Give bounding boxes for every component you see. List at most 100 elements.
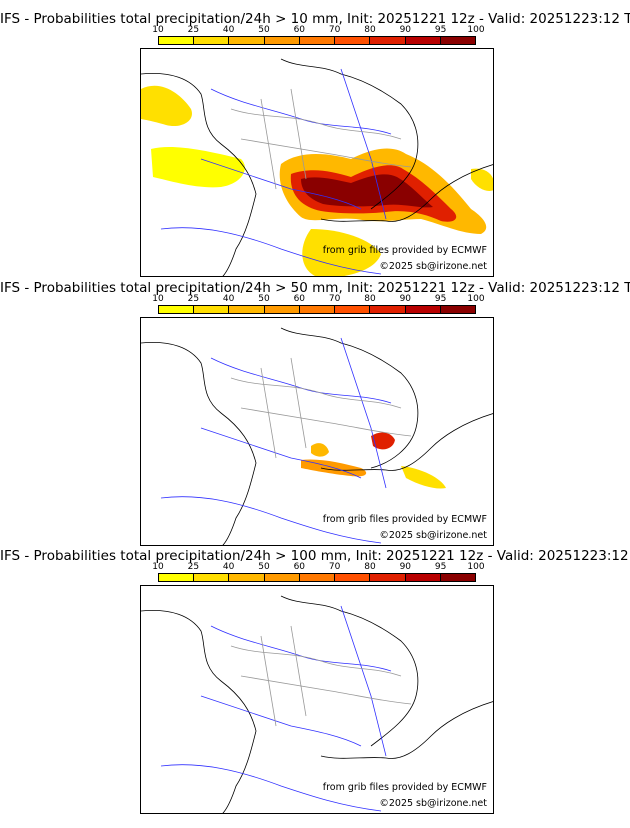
coastline [141,610,257,813]
precip-area-corsica [401,466,446,489]
admin-border [240,407,412,437]
colorbar-segment [370,306,406,313]
map-borders [141,327,493,545]
river [210,357,392,404]
colorbar-ticks: 10 25 40 50 60 70 80 90 95 100 [152,562,484,573]
map-panel-10mm: IFS - Probabilities total precipitation/… [0,11,630,281]
tick-label: 25 [187,25,200,35]
precip-shading [301,432,446,489]
tick-label: 90 [399,562,412,572]
tick-label: 60 [293,294,306,304]
river [340,605,387,757]
tick-label: 50 [258,562,270,572]
admin-border [290,357,307,449]
copyright-credit: ©2025 sb@irizone.net [379,798,487,809]
map-frame: from grib files provided by ECMWF ©2025 … [140,317,494,546]
coastline [141,342,257,545]
colorbar-segment [229,37,265,44]
tick-label: 40 [222,25,235,35]
tick-label: 60 [293,25,306,35]
tick-label: 100 [467,562,485,572]
tick-label: 40 [222,294,235,304]
colorbar-segment [264,306,300,313]
colorbar-segment [405,37,441,44]
tick-label: 100 [467,294,485,304]
precip-shading [141,85,493,276]
colorbar-segment [335,574,371,581]
coastline [320,164,493,222]
map-canvas [141,327,493,545]
colorbar-ticks: 10 25 40 50 60 70 80 90 95 100 [152,25,484,36]
colorbar-segment [405,306,441,313]
tick-label: 10 [152,294,164,304]
tick-label: 100 [467,25,485,35]
river [340,337,387,489]
coastline [320,413,493,471]
country-border [280,58,419,210]
colorbar-segment [440,574,475,581]
map-frame: from grib files provided by ECMWF ©2025 … [140,48,494,277]
source-credit: from grib files provided by ECMWF [322,245,487,256]
map-panel-50mm: IFS - Probabilities total precipitation/… [0,280,630,550]
admin-border [260,98,277,190]
admin-border [290,88,307,180]
river [160,764,382,812]
tick-label: 95 [434,294,447,304]
map-borders [141,58,493,276]
river [200,158,362,210]
precip-area-west [151,147,245,188]
colorbar-ticks: 10 25 40 50 60 70 80 90 95 100 [152,294,484,305]
colorbar [158,36,476,45]
panel-title: IFS - Probabilities total precipitation/… [0,548,630,564]
colorbar-segment [264,574,300,581]
precip-area-alps [371,432,395,450]
admin-border [230,377,402,409]
tick-label: 90 [399,294,412,304]
colorbar [158,573,476,582]
colorbar-segment [370,574,406,581]
admin-border [240,138,412,168]
colorbar-segment [370,37,406,44]
country-border [280,327,419,469]
map-panel-100mm: IFS - Probabilities total precipitation/… [0,548,630,818]
tick-label: 25 [187,294,200,304]
colorbar-segment [194,37,230,44]
coastline [141,73,257,276]
colorbar-segment [405,574,441,581]
colorbar-segment [159,37,195,44]
colorbar-segment [159,574,195,581]
admin-border [260,635,277,727]
precip-area-biscay [141,85,192,127]
tick-label: 70 [328,294,341,304]
colorbar-segment [194,306,230,313]
admin-border [230,645,402,677]
river [340,68,387,220]
source-credit: from grib files provided by ECMWF [322,514,487,525]
map-frame: from grib files provided by ECMWF ©2025 … [140,585,494,814]
river [210,88,392,135]
admin-border [240,675,412,705]
tick-label: 70 [328,25,341,35]
river [200,695,362,747]
colorbar-segment [299,306,336,313]
colorbar-segment [229,306,265,313]
colorbar [158,305,476,314]
tick-label: 60 [293,562,306,572]
source-credit: from grib files provided by ECMWF [322,782,487,793]
tick-label: 80 [364,562,376,572]
colorbar-segment [229,574,265,581]
admin-border [230,108,402,140]
colorbar-segment [335,306,371,313]
map-borders [141,595,493,813]
colorbar-segment [194,574,230,581]
copyright-credit: ©2025 sb@irizone.net [379,261,487,272]
tick-label: 25 [187,562,200,572]
river [210,625,392,672]
river [160,227,382,275]
coastline [320,701,493,759]
precip-area-gard [311,443,329,457]
panel-title: IFS - Probabilities total precipitation/… [0,11,630,27]
tick-label: 50 [258,25,270,35]
precip-area-south [302,229,381,276]
tick-label: 95 [434,562,447,572]
